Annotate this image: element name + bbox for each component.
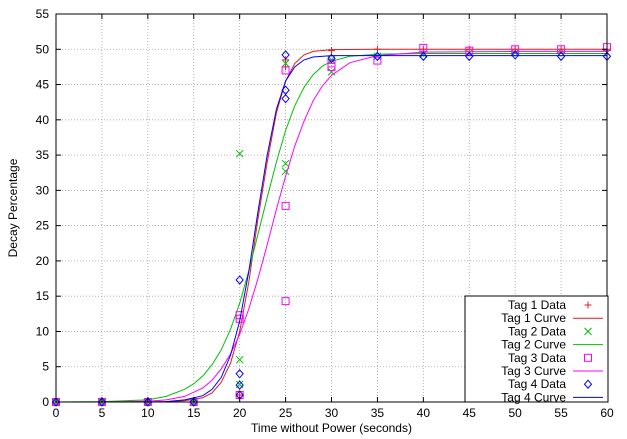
series-5-point (373, 56, 382, 65)
x-tick-label: 45 (463, 406, 477, 420)
series-3-point (235, 149, 244, 158)
legend-label: Tag 1 Curve (501, 311, 566, 325)
series-7-point (51, 397, 61, 407)
x-tick-label: 60 (600, 406, 614, 420)
y-tick-label: 10 (36, 324, 50, 338)
series-7-point (465, 51, 474, 62)
y-tick-label: 30 (36, 183, 50, 197)
series-5-point (465, 46, 474, 55)
legend-label: Tag 3 Data (508, 351, 566, 365)
axes: 0 5 10 15 20 25 30 35 40 45 50 55 60 0 5 10 15 20 25 30 35 40… (36, 7, 614, 420)
y-tick-label: 5 (42, 360, 49, 374)
series-7-point (373, 51, 382, 62)
legend-marker-swatch (583, 379, 593, 389)
x-tick-label: 0 (53, 406, 60, 420)
legend-label: Tag 4 Data (508, 377, 566, 391)
y-tick-label: 25 (36, 219, 50, 233)
series-5-point (281, 66, 290, 75)
series-5-point (327, 59, 336, 68)
series-7-point (143, 397, 152, 407)
series-3-point (281, 59, 290, 68)
series-5-point (511, 45, 520, 54)
series-2-curve (56, 48, 607, 403)
y-axis-title: Decay Percentage (6, 158, 20, 257)
series-3-point (281, 159, 290, 168)
series-7-point (281, 93, 290, 104)
series-7-point (235, 275, 244, 285)
legend-marker-swatch (584, 301, 592, 309)
series-5-point (419, 43, 428, 52)
x-tick-label: 50 (508, 406, 522, 420)
series-7-point (235, 369, 244, 379)
series-7-point (419, 51, 428, 62)
series-5-point (281, 297, 290, 306)
x-tick-label: 5 (99, 406, 106, 420)
legend-label: Tag 1 Data (508, 298, 566, 312)
y-tick-label: 55 (36, 7, 50, 21)
legend-label: Tag 2 Data (508, 324, 566, 338)
y-tick-label: 45 (36, 78, 50, 92)
y-tick-label: 35 (36, 148, 50, 162)
series-7-point (97, 397, 107, 407)
legend-label: Tag 4 Curve (501, 390, 566, 404)
y-tick-label: 0 (42, 395, 49, 409)
x-tick-label: 40 (417, 406, 431, 420)
legend-marker-swatch (584, 353, 592, 362)
legend-marker-swatch (584, 327, 592, 336)
series-7-point (281, 50, 290, 60)
series-7-point (511, 50, 520, 60)
legend-label: Tag 2 Curve (501, 338, 566, 352)
series-7-point (556, 51, 566, 62)
series-4-curve (55, 53, 607, 403)
x-tick-label: 35 (371, 406, 385, 420)
y-tick-label: 20 (36, 254, 50, 268)
series-3-point (235, 355, 244, 364)
x-tick-label: 15 (187, 406, 201, 420)
y-tick-label: 50 (36, 42, 50, 56)
series-7-point (235, 380, 244, 390)
x-tick-label: 25 (279, 406, 293, 420)
series-6-curve (56, 50, 607, 403)
x-tick-label: 55 (554, 406, 568, 420)
series-5-point (281, 201, 290, 210)
series-7-point (327, 53, 336, 64)
x-tick-label: 30 (325, 406, 339, 420)
x-tick-label: 10 (141, 406, 155, 420)
y-tick-label: 40 (36, 113, 50, 127)
x-axis-title: Time without Power (seconds) (251, 421, 412, 435)
series-1-point (282, 56, 290, 64)
series-7-point (189, 397, 198, 407)
series-8-curve (56, 55, 607, 403)
legend-label: Tag 3 Curve (501, 364, 566, 378)
x-tick-label: 20 (233, 406, 247, 420)
series-1-point (328, 47, 335, 55)
y-tick-label: 15 (36, 289, 50, 303)
